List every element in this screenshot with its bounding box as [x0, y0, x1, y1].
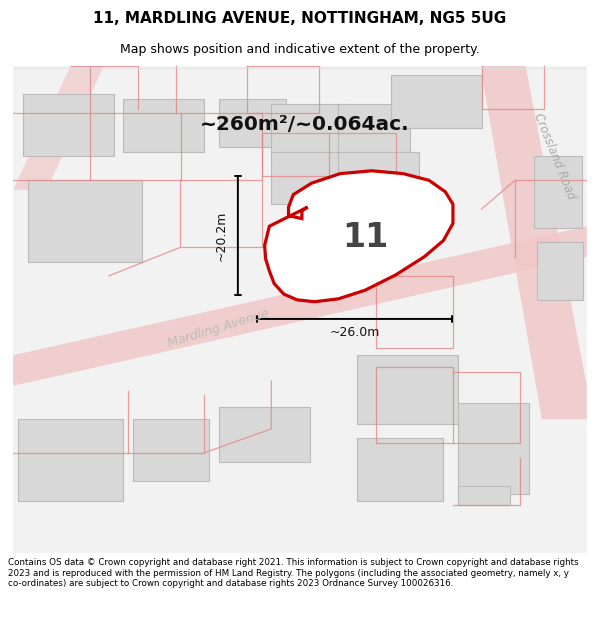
Polygon shape — [13, 226, 587, 386]
Text: Contains OS data © Crown copyright and database right 2021. This information is : Contains OS data © Crown copyright and d… — [8, 558, 578, 588]
Bar — [18, 419, 123, 501]
Bar — [458, 403, 529, 494]
Polygon shape — [482, 66, 587, 419]
Bar — [219, 99, 286, 147]
Bar — [391, 75, 482, 128]
Bar — [358, 438, 443, 501]
Bar — [358, 355, 458, 424]
Text: 11: 11 — [342, 221, 388, 254]
Bar — [219, 407, 310, 462]
Bar — [23, 94, 113, 156]
Polygon shape — [13, 66, 104, 190]
Bar — [271, 104, 348, 156]
Text: Mardling Avenue: Mardling Avenue — [167, 307, 271, 350]
Bar — [338, 104, 410, 156]
Bar — [271, 152, 348, 204]
Bar — [458, 486, 510, 506]
Text: ~260m²/~0.064ac.: ~260m²/~0.064ac. — [200, 116, 410, 134]
Polygon shape — [265, 171, 453, 302]
Text: ~20.2m: ~20.2m — [215, 211, 228, 261]
Bar — [123, 99, 205, 152]
Bar — [133, 419, 209, 481]
Bar — [537, 242, 583, 300]
Bar — [28, 181, 142, 262]
Bar — [534, 156, 582, 228]
Text: Crossland Road: Crossland Road — [531, 111, 578, 201]
Text: ~26.0m: ~26.0m — [329, 326, 380, 339]
Bar — [338, 152, 419, 214]
Text: Map shows position and indicative extent of the property.: Map shows position and indicative extent… — [120, 42, 480, 56]
Text: 11, MARDLING AVENUE, NOTTINGHAM, NG5 5UG: 11, MARDLING AVENUE, NOTTINGHAM, NG5 5UG — [94, 11, 506, 26]
